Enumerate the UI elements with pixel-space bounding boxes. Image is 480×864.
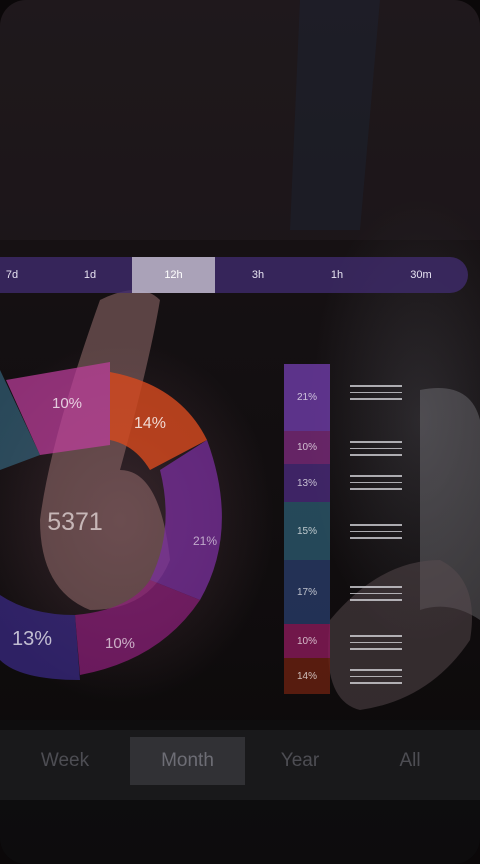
donut-segment-2 (110, 372, 207, 470)
stack-label-7: 14% (296, 670, 317, 682)
stack-segment-2: 10% (284, 431, 330, 464)
stack-segment-5: 17% (284, 560, 330, 624)
stack-segment-3: 13% (284, 464, 330, 502)
time-range-filter: 7d 1d 12h 3h 1h 30m (0, 257, 468, 293)
donut-label-2: 14% (134, 415, 166, 432)
stack-segment-4: 15% (284, 502, 330, 560)
tab-all[interactable]: All (399, 750, 421, 771)
donut-label-3: 21% (193, 534, 217, 548)
legend-lines-4 (350, 524, 402, 544)
period-tabs: Week Month Year All (0, 737, 480, 785)
stack-label-2: 10% (296, 442, 317, 453)
donut-label-5: 13% (12, 628, 52, 650)
tab-year[interactable]: Year (280, 750, 320, 771)
donut-label-1: 10% (52, 395, 82, 412)
legend-lines-2 (350, 441, 402, 461)
legend-lines-5 (350, 586, 402, 606)
legend-lines-3 (350, 475, 402, 495)
donut-segment-4 (75, 580, 200, 675)
donut-center-value: 5371 (47, 508, 103, 536)
time-option-3h[interactable]: 3h (251, 269, 265, 281)
donut-segment-5 (0, 595, 80, 680)
stacked-bar-chart: 21% 10% 13% 15% 17% 10% 14% (284, 364, 330, 694)
legend-lines-7 (350, 669, 402, 689)
legend-lines-1 (350, 385, 402, 405)
stack-label-6: 10% (296, 635, 317, 647)
stack-segment-1: 21% (284, 364, 330, 431)
donut-segment-3 (150, 440, 222, 600)
legend-lines-6 (350, 635, 402, 655)
time-option-1h[interactable]: 1h (330, 269, 344, 281)
stack-segment-6: 10% (284, 624, 330, 658)
time-option-30m[interactable]: 30m (410, 269, 432, 281)
stack-label-3: 13% (296, 477, 317, 489)
time-option-1d[interactable]: 1d (83, 269, 97, 281)
time-option-7d[interactable]: 7d (5, 269, 19, 281)
donut-segment-1 (6, 362, 110, 455)
stack-segment-7: 14% (284, 658, 330, 694)
stack-label-1: 21% (296, 392, 317, 403)
donut-label-4: 10% (105, 635, 135, 652)
tab-month[interactable]: Month (130, 737, 245, 785)
stack-label-5: 17% (296, 586, 317, 598)
tab-week[interactable]: Week (40, 750, 90, 771)
donut-segment-6 (0, 370, 40, 470)
time-option-12h[interactable]: 12h (132, 257, 215, 293)
stack-label-4: 15% (296, 525, 317, 537)
